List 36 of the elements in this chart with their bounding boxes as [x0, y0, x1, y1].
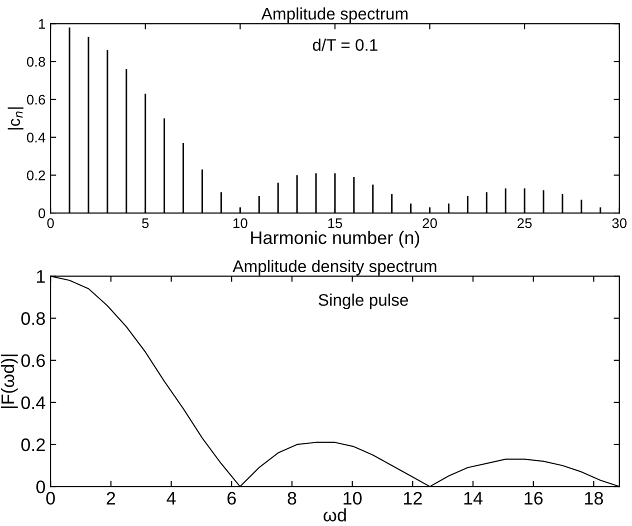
- x-tick-label: 4: [166, 492, 176, 504]
- x-tick-label: 8: [288, 492, 296, 505]
- y-tick-label: 0.8: [26, 56, 46, 67]
- x-tick-label: 10: [233, 218, 248, 228]
- x-tick-label: 6: [228, 492, 236, 505]
- x-tick-label: 10: [344, 492, 362, 505]
- y-tick-label: 1: [37, 270, 45, 283]
- x-tick-label: 14: [464, 492, 483, 504]
- x-tick-label: 2: [106, 492, 116, 504]
- x-axis-title: Harmonic number (n): [251, 230, 420, 248]
- y-axis-title: |c$_{n}$|: [8, 107, 24, 130]
- y-tick-label: 1: [39, 19, 46, 29]
- y-tick-label: 0.2: [21, 438, 45, 452]
- y-tick-label: 0: [36, 480, 45, 494]
- y-tick-label: 0.8: [21, 312, 45, 325]
- x-tick-label: 12: [404, 492, 422, 504]
- y-tick-label: 0.6: [21, 354, 45, 368]
- x-tick-label: 16: [524, 492, 543, 505]
- chart-title: Amplitude spectrum: [261, 7, 408, 23]
- y-tick-label: 0.2: [26, 170, 46, 180]
- x-axis-title: ωd: [324, 508, 346, 522]
- y-tick-label: 0: [38, 208, 46, 218]
- x-tick-label: 5: [142, 218, 149, 228]
- y-tick-label: 0.6: [26, 94, 46, 105]
- x-tick-label: 0: [47, 218, 54, 228]
- y-tick-label: 0.4: [26, 132, 46, 142]
- x-tick-label: 25: [518, 218, 532, 228]
- annotation: d/T = 0.1: [312, 38, 378, 51]
- y-tick-label: 0.4: [21, 396, 46, 410]
- y-axis-title: |F(ωd)|: [0, 354, 18, 408]
- annotation: Single pulse: [318, 294, 408, 310]
- x-tick-label: 20: [422, 218, 437, 228]
- x-tick-label: 18: [585, 492, 603, 505]
- x-tick-label: 15: [328, 218, 342, 228]
- x-tick-label: 30: [612, 218, 627, 228]
- chart-title: Amplitude density spectrum: [232, 260, 436, 276]
